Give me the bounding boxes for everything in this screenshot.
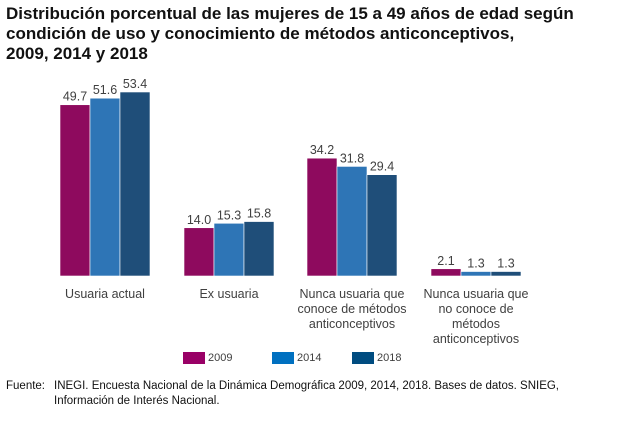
data-label: 15.8 xyxy=(247,207,271,221)
data-label: 29.4 xyxy=(370,160,394,174)
category-label-line: anticonceptivos xyxy=(432,332,520,346)
data-label: 31.8 xyxy=(340,151,364,165)
bar-2009-1 xyxy=(183,227,215,277)
bar-2018-3 xyxy=(490,271,522,277)
data-label: 51.6 xyxy=(93,83,117,97)
data-label: 15.3 xyxy=(217,208,241,222)
category-label: Ex usuaria xyxy=(167,287,291,302)
data-label: 34.2 xyxy=(310,143,334,157)
legend-label: 2009 xyxy=(208,352,233,364)
category-label: Nunca usuaria que no conoce de métodos anti… xyxy=(414,287,538,347)
legend-item-2018: 2018 xyxy=(352,352,401,364)
category-label-line: conoce de métodos xyxy=(297,302,407,316)
legend-item-2014: 2014 xyxy=(272,352,321,364)
bar-2014-1 xyxy=(213,222,245,277)
data-label: 1.3 xyxy=(497,257,514,271)
category-label-line: Ex usuaria xyxy=(199,287,259,301)
title-line: condición de uso y conocimiento de métod… xyxy=(6,24,515,43)
bar-2018-1 xyxy=(243,221,275,277)
data-label: 14.0 xyxy=(187,213,211,227)
legend-label: 2014 xyxy=(297,352,322,364)
title-line: Distribución porcentual de las mujeres d… xyxy=(6,4,574,23)
bar-2014-0 xyxy=(89,97,121,277)
legend-swatch xyxy=(183,352,205,364)
legend-swatch xyxy=(352,352,374,364)
data-label: 53.4 xyxy=(123,77,147,91)
source-label: Fuente: xyxy=(6,380,45,392)
bar-2009-3 xyxy=(430,268,462,277)
data-label: 49.7 xyxy=(63,90,87,104)
category-label-line: no conoce de xyxy=(438,302,514,316)
bar-2009-2 xyxy=(306,157,338,277)
title-line: 2009, 2014 y 2018 xyxy=(6,44,148,63)
category-label-line: anticonceptivos xyxy=(308,317,396,331)
legend-label: 2018 xyxy=(377,352,402,364)
bar-2018-0 xyxy=(119,91,151,277)
bar-2018-2 xyxy=(366,174,398,277)
legend-item-2009: 2009 xyxy=(183,352,232,364)
source-note: Fuente: INEGI. Encuesta Nacional de la D… xyxy=(6,379,559,409)
category-label-line: métodos xyxy=(452,317,500,331)
source-text: Información de Interés Nacional. xyxy=(54,395,220,407)
category-label: Nunca usuaria que conoce de métodos antico… xyxy=(290,287,414,332)
bar-2009-0 xyxy=(59,104,91,277)
data-label: 1.3 xyxy=(467,257,484,271)
bar-2014-2 xyxy=(336,166,368,277)
source-text: INEGI. Encuesta Nacional de la Dinámica … xyxy=(54,380,560,392)
data-label: 2.1 xyxy=(437,254,454,268)
category-label-line: Nunca usuaria que xyxy=(423,287,529,301)
category-label: Usuaria actual xyxy=(43,287,167,302)
legend-swatch xyxy=(272,352,294,364)
category-label-line: Usuaria actual xyxy=(65,287,145,301)
bar-2014-3 xyxy=(460,271,492,277)
chart-title: Distribución porcentual de las mujeres d… xyxy=(6,4,618,64)
category-label-line: Nunca usuaria que xyxy=(299,287,405,301)
